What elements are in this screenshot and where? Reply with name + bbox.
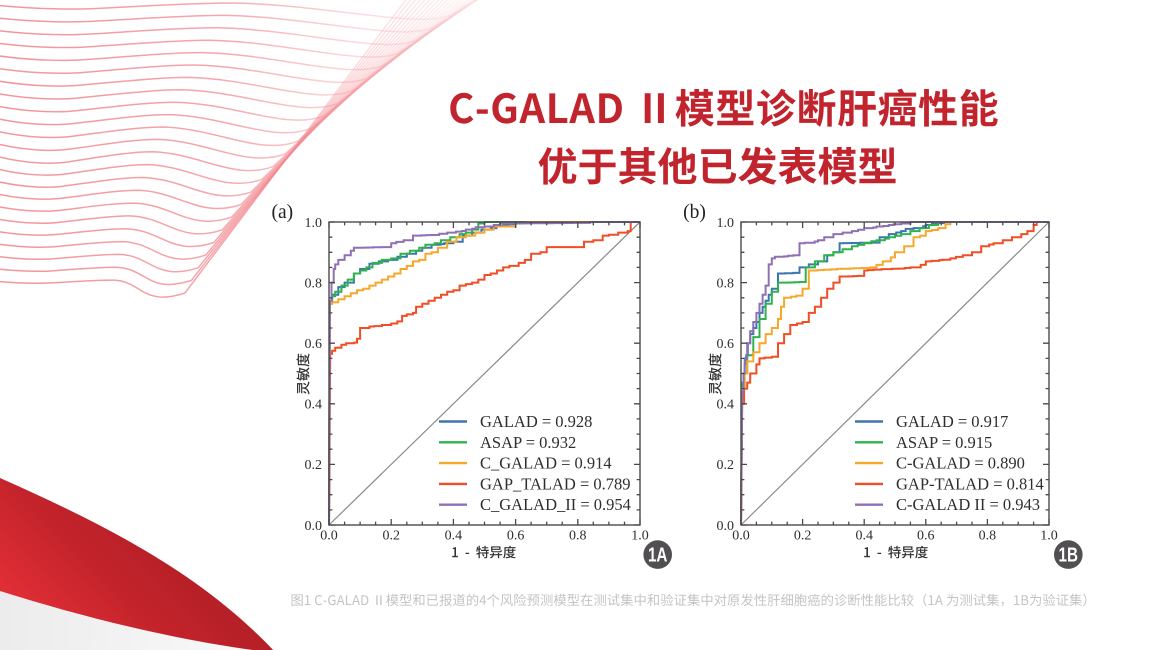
svg-text:C_GALAD = 0.914: C_GALAD = 0.914 [480, 454, 612, 473]
svg-text:ASAP = 0.915: ASAP = 0.915 [896, 433, 992, 452]
svg-text:0.8: 0.8 [979, 529, 997, 544]
svg-text:1A: 1A [648, 545, 668, 567]
svg-text:0.0: 0.0 [717, 519, 735, 534]
svg-text:1B: 1B [1059, 545, 1079, 567]
svg-text:C_GALAD_II = 0.954: C_GALAD_II = 0.954 [480, 495, 631, 514]
svg-text:C-GALAD II = 0.943: C-GALAD II = 0.943 [896, 495, 1040, 514]
svg-text:0.8: 0.8 [717, 276, 735, 291]
svg-text:1.0: 1.0 [1040, 529, 1058, 544]
svg-text:0.2: 0.2 [382, 529, 400, 544]
svg-text:0.2: 0.2 [305, 458, 323, 473]
svg-text:0.0: 0.0 [732, 529, 750, 544]
svg-text:1.0: 1.0 [305, 216, 323, 231]
svg-text:0.2: 0.2 [794, 529, 812, 544]
svg-text:C-GALAD = 0.890: C-GALAD = 0.890 [896, 454, 1025, 473]
svg-text:0.8: 0.8 [569, 529, 587, 544]
svg-text:0.6: 0.6 [917, 529, 935, 544]
svg-text:0.4: 0.4 [717, 398, 735, 413]
svg-text:GALAD = 0.928: GALAD = 0.928 [480, 412, 592, 431]
svg-text:0.8: 0.8 [305, 276, 323, 291]
svg-text:GAP_TALAD = 0.789: GAP_TALAD = 0.789 [480, 474, 631, 493]
svg-text:(b): (b) [683, 202, 706, 223]
svg-text:0.4: 0.4 [445, 529, 463, 544]
svg-text:1.0: 1.0 [717, 216, 735, 231]
svg-text:GAP-TALAD = 0.814: GAP-TALAD = 0.814 [896, 474, 1044, 493]
svg-text:0.2: 0.2 [717, 458, 735, 473]
svg-text:0.6: 0.6 [507, 529, 525, 544]
svg-text:(a): (a) [271, 202, 293, 223]
svg-text:ASAP = 0.932: ASAP = 0.932 [480, 433, 576, 452]
svg-text:0.6: 0.6 [305, 337, 323, 352]
svg-text:0.0: 0.0 [305, 519, 323, 534]
svg-text:0.6: 0.6 [717, 337, 735, 352]
svg-text:1.0: 1.0 [631, 529, 649, 544]
svg-text:0.4: 0.4 [305, 398, 323, 413]
svg-text:GALAD = 0.917: GALAD = 0.917 [896, 412, 1008, 431]
svg-text:0.4: 0.4 [855, 529, 873, 544]
svg-text:0.0: 0.0 [320, 529, 338, 544]
